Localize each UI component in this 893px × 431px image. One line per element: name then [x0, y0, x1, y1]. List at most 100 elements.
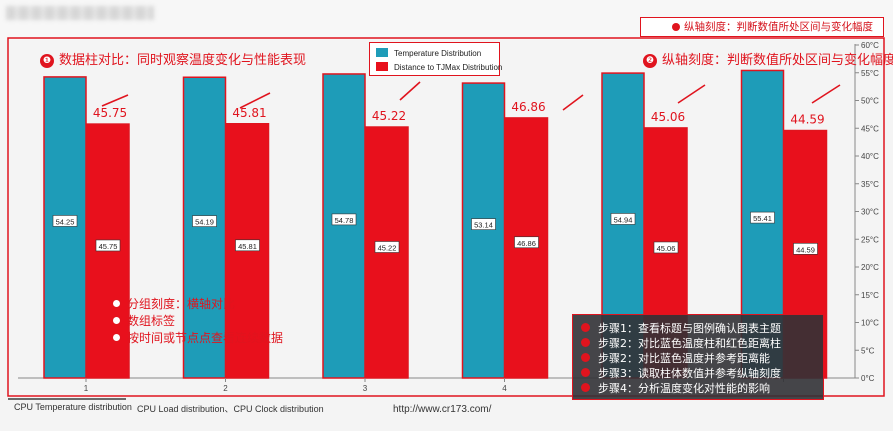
step-text: 步骤2：对比蓝色温度柱和红色距离柱 — [598, 337, 781, 350]
step-dot-icon — [581, 323, 590, 332]
callout-number-icon: ❷ — [643, 54, 657, 68]
legend-label-distance: Distance to TJMax Distribution — [394, 63, 503, 72]
step-dot-icon — [581, 368, 590, 377]
watermark-url: http://www.cr173.com/ — [393, 404, 492, 415]
y-tick-label: 40°C — [861, 152, 879, 161]
legend-swatch-blue — [376, 48, 388, 57]
x-tick-label: 4 — [502, 384, 507, 393]
tip-marker-icon — [672, 23, 680, 31]
data-label-box — [95, 239, 121, 252]
data-label-box — [471, 218, 496, 230]
data-label-box — [235, 239, 260, 252]
group-note-text: 按时间或节点点查看连续数据 — [127, 331, 284, 345]
y-tick-label: 15°C — [861, 291, 879, 300]
data-label: 54.25 — [56, 217, 75, 226]
step-text: 步骤3：读取柱体数值并参考纵轴刻度 — [598, 367, 781, 380]
group-note-text: 数组标签 — [127, 314, 176, 328]
tab-cpu-load-clock[interactable]: CPU Load distribution、CPU Clock distribu… — [137, 404, 324, 414]
step-dot-icon — [581, 383, 590, 392]
data-label: 45.81 — [238, 242, 257, 251]
y-tick-label: 0°C — [861, 374, 875, 383]
group-note: 数组标签 — [112, 313, 283, 330]
annotation-arrows — [101, 81, 841, 111]
data-label-box — [514, 236, 539, 249]
data-label-box — [192, 215, 217, 227]
step-item: 步骤2：对比蓝色温度并参考距离能 — [581, 351, 823, 366]
group-note: 按时间或节点点查看连续数据 — [112, 330, 283, 347]
step-dot-icon — [581, 338, 590, 347]
right-callout: ❷ 纵轴刻度：判断数值所处区间与变化幅度 — [643, 49, 893, 68]
data-label-box — [750, 211, 775, 224]
legend-swatch-red — [376, 62, 388, 71]
step-item: 步骤3：读取柱体数值并参考纵轴刻度 — [581, 366, 823, 381]
legend-item-distance[interactable]: Distance to TJMax Distribution — [376, 62, 502, 72]
left-callout-text: 数据柱对比：同时观察温度变化与性能表现 — [59, 53, 307, 68]
outer-value-label: 44.59 — [790, 113, 824, 127]
temperature-bar — [322, 73, 366, 379]
arrow-3 — [399, 81, 421, 101]
data-label-box — [52, 215, 78, 227]
note-dot-icon — [112, 333, 121, 342]
plot-frame — [7, 37, 885, 397]
step-dot-icon — [581, 353, 590, 362]
arrow-6 — [562, 94, 584, 111]
steps-panel: 步骤1：查看标题与图例确认图表主题 步骤2：对比蓝色温度柱和红色距离柱 步骤2：… — [572, 314, 824, 400]
left-callout: ❶ 数据柱对比：同时观察温度变化与性能表现 — [40, 49, 306, 68]
data-label: 44.59 — [796, 245, 815, 254]
data-label-box — [653, 241, 679, 254]
x-tick-label: 3 — [363, 384, 368, 393]
right-callout-text: 纵轴刻度：判断数值所处区间与变化幅度 — [662, 53, 893, 68]
data-label-box — [331, 213, 357, 226]
x-tick-label: 2 — [223, 384, 228, 393]
step-item: 步骤1：查看标题与图例确认图表主题 — [581, 321, 823, 336]
outer-value-label: 45.75 — [93, 106, 127, 120]
temperature-bar — [43, 76, 87, 379]
arrow-5 — [811, 84, 841, 104]
note-dot-icon — [112, 316, 121, 325]
data-label-box — [374, 241, 400, 253]
outer-value-label: 45.22 — [372, 109, 406, 123]
y-axis-tip-text: 纵轴刻度：判断数值所处区间与变化幅度 — [684, 21, 873, 33]
y-tick-label: 5°C — [861, 346, 875, 355]
group-note: 分组刻度：横轴对比 — [112, 296, 283, 313]
legend-item-temperature[interactable]: Temperature Distribution — [376, 48, 481, 58]
y-tick-label: 25°C — [861, 235, 879, 244]
x-tick-label: 1 — [84, 384, 89, 393]
data-label: 45.06 — [657, 244, 676, 253]
y-tick-label: 50°C — [861, 97, 879, 106]
data-label: 54.94 — [614, 215, 633, 224]
data-label: 54.78 — [335, 216, 354, 225]
data-label: 45.75 — [99, 242, 118, 251]
group-note-text: 分组刻度：横轴对比 — [127, 297, 236, 311]
temperature-bar — [182, 76, 227, 379]
active-tab-indicator — [8, 398, 126, 400]
outer-value-label: 46.86 — [511, 100, 545, 114]
y-axis-ticks: 0°C 5°C 10°C 15°C 20°C 25°C 30°C 35°C 40°C 45°C 50… — [855, 41, 879, 383]
tab-cpu-temperature[interactable]: CPU Temperature distribution — [14, 402, 132, 412]
step-item: 步骤2：对比蓝色温度柱和红色距离柱 — [581, 336, 823, 351]
step-text: 步骤4：分析温度变化对性能的影响 — [598, 382, 770, 395]
data-label-box — [610, 213, 636, 225]
data-label: 53.14 — [474, 221, 493, 230]
y-tick-label: 60°C — [861, 41, 879, 50]
note-dot-icon — [112, 299, 121, 308]
outer-value-label: 45.06 — [651, 110, 685, 124]
y-tick-label: 55°C — [861, 69, 879, 78]
step-item: 步骤4：分析温度变化对性能的影响 — [581, 381, 823, 396]
y-tick-label: 10°C — [861, 319, 879, 328]
data-label-box — [793, 243, 818, 255]
arrow-2 — [239, 92, 271, 109]
data-label: 54.19 — [195, 218, 214, 227]
group-notes: 分组刻度：横轴对比 数组标签 按时间或节点点查看连续数据 — [112, 296, 283, 347]
chart-legend: Temperature Distribution Distance to TJM… — [369, 42, 502, 76]
y-tick-label: 35°C — [861, 180, 879, 189]
data-label: 46.86 — [517, 239, 536, 248]
data-label: 55.41 — [753, 214, 772, 223]
step-text: 步骤1：查看标题与图例确认图表主题 — [598, 322, 781, 335]
temperature-bar — [461, 82, 506, 379]
arrow-4 — [677, 84, 706, 104]
step-text: 步骤2：对比蓝色温度并参考距离能 — [598, 352, 770, 365]
y-tick-label: 30°C — [861, 208, 879, 217]
legend-label-temperature: Temperature Distribution — [394, 49, 482, 58]
bottom-tabs: CPU Temperature distribution CPU Load di… — [0, 400, 893, 431]
